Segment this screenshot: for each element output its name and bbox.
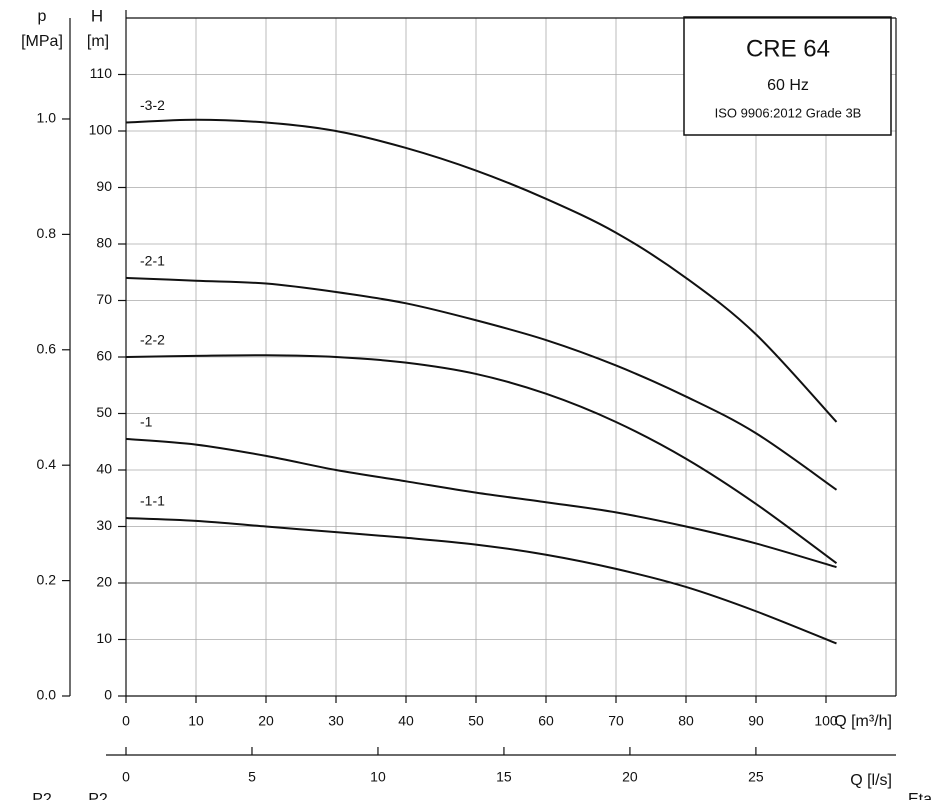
y-tick-label: 60 bbox=[96, 348, 112, 364]
series-label: -2-1 bbox=[140, 253, 165, 269]
y-tick-label: 20 bbox=[96, 574, 112, 590]
x-tick-label: 80 bbox=[678, 713, 694, 729]
y-tick-label: 80 bbox=[96, 235, 112, 251]
curve bbox=[125, 118, 838, 423]
x2-tick-label: 10 bbox=[370, 769, 386, 785]
x-tick-label: 60 bbox=[538, 713, 554, 729]
y2-tick-label: 0.4 bbox=[37, 456, 57, 472]
y2-tick-label: 0.6 bbox=[37, 340, 57, 356]
annotation: ISO 9906:2012 Grade 3B bbox=[715, 105, 862, 120]
x2-tick-label: 20 bbox=[622, 769, 638, 785]
x-tick-label: 70 bbox=[608, 713, 624, 729]
x-tick-label: 30 bbox=[328, 713, 344, 729]
y-tick-label: 0 bbox=[104, 687, 112, 703]
y-tick-label: 110 bbox=[90, 65, 113, 81]
series-label: -3-2 bbox=[140, 97, 165, 113]
x2-tick-label: 25 bbox=[748, 769, 764, 785]
x-tick-label: 20 bbox=[258, 713, 274, 729]
y2-tick-label: 0.8 bbox=[37, 225, 57, 241]
x2-axis-label: Q [l/s] bbox=[850, 772, 892, 789]
series-label: -1 bbox=[140, 414, 153, 430]
y2-tick-label: 0.2 bbox=[37, 571, 57, 587]
x2-tick-label: 15 bbox=[496, 769, 512, 785]
footer-label: P2 bbox=[32, 791, 52, 800]
footer-label: Eta bbox=[908, 791, 932, 800]
y-tick-label: 70 bbox=[96, 291, 112, 307]
y-axis-unit: [m] bbox=[87, 33, 109, 50]
x-tick-label: 10 bbox=[188, 713, 204, 729]
x-tick-label: 100 bbox=[814, 713, 838, 729]
series-label: -1-1 bbox=[140, 493, 165, 509]
x-tick-label: 50 bbox=[468, 713, 484, 729]
y2-axis-label: p bbox=[38, 8, 47, 25]
y2-tick-label: 0.0 bbox=[37, 687, 57, 703]
chart-title: CRE 64 bbox=[746, 35, 830, 62]
x-axis-label: Q [m³/h] bbox=[834, 713, 892, 730]
y2-tick-label: 1.0 bbox=[37, 110, 57, 126]
chart-subtitle: 60 Hz bbox=[767, 77, 809, 94]
x-tick-label: 40 bbox=[398, 713, 414, 729]
x2-tick-label: 0 bbox=[122, 769, 130, 785]
y-tick-label: 30 bbox=[96, 517, 112, 533]
title-box bbox=[683, 16, 892, 136]
y-tick-label: 100 bbox=[89, 122, 113, 138]
x-tick-label: 0 bbox=[122, 713, 130, 729]
y-tick-label: 40 bbox=[96, 461, 112, 477]
y-tick-label: 10 bbox=[96, 630, 112, 646]
curve bbox=[125, 276, 838, 491]
y-tick-label: 50 bbox=[96, 404, 112, 420]
y2-axis-unit: [MPa] bbox=[21, 33, 63, 50]
curve bbox=[125, 437, 837, 569]
y-axis-label: H bbox=[91, 6, 103, 25]
x-tick-label: 90 bbox=[748, 713, 764, 729]
y-tick-label: 90 bbox=[96, 178, 112, 194]
x2-tick-label: 5 bbox=[248, 769, 256, 785]
series-label: -2-2 bbox=[140, 332, 165, 348]
curve bbox=[125, 517, 837, 645]
curve bbox=[125, 354, 838, 565]
footer-label: P2 bbox=[88, 791, 108, 800]
